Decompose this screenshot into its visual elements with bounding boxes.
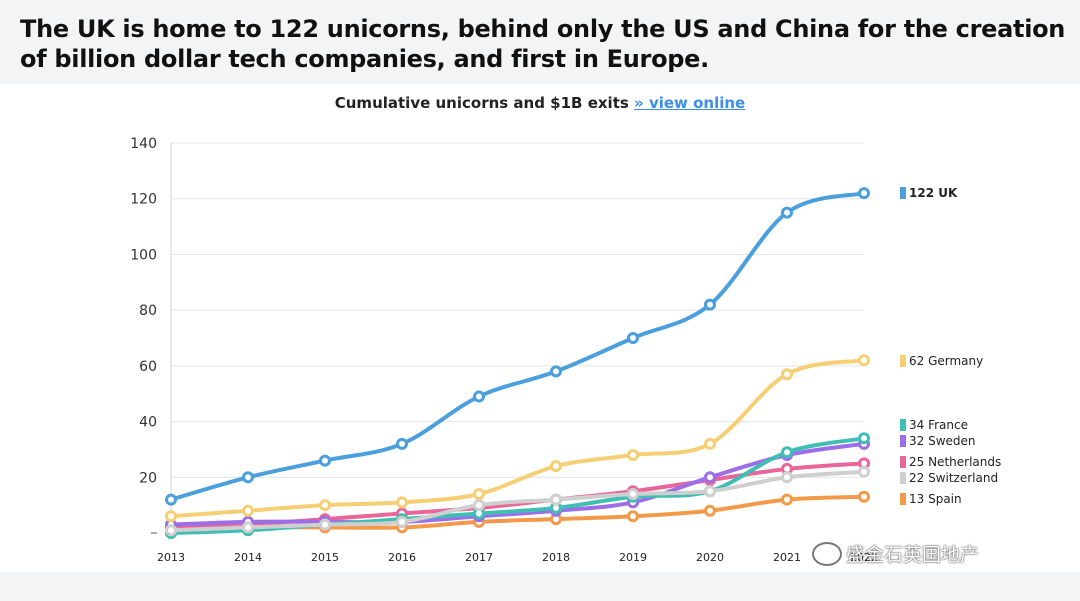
data-point-spain[interactable] xyxy=(704,504,716,517)
wechat-icon xyxy=(812,541,842,566)
data-point-germany[interactable] xyxy=(627,449,639,461)
x-tick-label: 2013 xyxy=(157,551,185,564)
data-point-spain[interactable] xyxy=(858,490,870,503)
chart-title: Cumulative unicorns and $1B exits » view… xyxy=(0,94,1080,112)
x-tick-label: 2020 xyxy=(696,551,724,564)
data-point-spain[interactable] xyxy=(627,510,639,523)
data-point-uk[interactable] xyxy=(704,298,716,311)
data-point-uk[interactable] xyxy=(319,454,331,467)
data-point-switzerland[interactable] xyxy=(627,488,639,500)
data-point-switzerland[interactable] xyxy=(550,493,562,506)
x-tick-label: 2022 xyxy=(850,551,878,564)
legend-swatch-uk xyxy=(900,187,906,199)
x-tick-label: 2016 xyxy=(388,551,416,564)
data-point-uk[interactable] xyxy=(165,493,177,506)
data-point-uk[interactable] xyxy=(627,332,639,344)
data-point-uk[interactable] xyxy=(242,471,254,484)
data-point-germany[interactable] xyxy=(165,510,177,523)
data-point-germany[interactable] xyxy=(242,504,254,517)
legend-swatch-netherlands xyxy=(900,456,906,468)
data-point-uk[interactable] xyxy=(396,437,408,450)
data-point-germany[interactable] xyxy=(319,499,331,512)
legend-label-france: 34 France xyxy=(909,418,968,432)
x-tick-label: 2017 xyxy=(465,551,493,564)
data-point-switzerland[interactable] xyxy=(858,465,870,478)
series-line-sweden xyxy=(169,441,866,527)
data-point-france[interactable] xyxy=(781,446,793,459)
legend-label-netherlands: 25 Netherlands xyxy=(909,455,1001,469)
x-tick-label: 2019 xyxy=(619,551,647,564)
legend-swatch-germany xyxy=(900,355,906,367)
legend-swatch-france xyxy=(900,419,906,431)
y-tick-label: 20 xyxy=(139,470,157,486)
series-line-uk xyxy=(169,191,866,502)
data-point-switzerland[interactable] xyxy=(704,485,716,498)
legend-label-switzerland: 22 Switzerland xyxy=(909,471,998,485)
legend-swatch-sweden xyxy=(900,435,906,447)
y-tick-label: 60 xyxy=(139,359,157,375)
data-point-switzerland[interactable] xyxy=(396,515,408,528)
data-point-switzerland[interactable] xyxy=(781,471,793,484)
data-point-france[interactable] xyxy=(858,432,870,445)
x-tick-label: 2018 xyxy=(542,551,570,564)
y-tick-label: 140 xyxy=(130,136,157,152)
data-point-switzerland[interactable] xyxy=(165,524,177,537)
data-point-uk[interactable] xyxy=(473,390,485,403)
data-point-uk[interactable] xyxy=(858,187,870,200)
data-point-switzerland[interactable] xyxy=(242,521,254,534)
legend-swatch-spain xyxy=(900,493,906,505)
headline: The UK is home to 122 unicorns, behind o… xyxy=(20,15,1066,73)
y-tick-label: 100 xyxy=(130,247,157,263)
view-online-link[interactable]: » view online xyxy=(634,94,746,112)
data-point-sweden[interactable] xyxy=(704,471,716,484)
data-point-germany[interactable] xyxy=(550,460,562,473)
data-point-germany[interactable] xyxy=(704,437,716,450)
y-tick-label: 40 xyxy=(139,415,157,431)
watermark-text: 盛金石英国地产 xyxy=(846,544,980,566)
legend-label-spain: 13 Spain xyxy=(909,492,962,506)
x-tick-label: 2014 xyxy=(234,551,262,564)
legend-label-germany: 62 Germany xyxy=(909,354,983,368)
series-line-germany xyxy=(169,358,866,519)
data-point-germany[interactable] xyxy=(473,488,485,500)
series-line-switzerland xyxy=(169,469,866,533)
chart-card xyxy=(0,84,1080,572)
data-point-germany[interactable] xyxy=(858,354,870,367)
data-point-switzerland[interactable] xyxy=(319,518,331,531)
data-point-uk[interactable] xyxy=(781,206,793,219)
x-tick-label: 2021 xyxy=(773,551,801,564)
data-point-uk[interactable] xyxy=(550,365,562,378)
x-tick-label: 2015 xyxy=(311,551,339,564)
y-tick-label: 80 xyxy=(139,303,157,319)
legend-swatch-switzerland xyxy=(900,472,906,484)
data-point-germany[interactable] xyxy=(396,496,408,509)
data-point-spain[interactable] xyxy=(781,493,793,506)
legend-label-uk: 122 UK xyxy=(909,186,958,200)
legend-label-sweden: 32 Sweden xyxy=(909,434,976,448)
y-tick-label: 120 xyxy=(130,192,157,208)
watermark: 盛金石英国地产 xyxy=(812,540,979,567)
data-point-germany[interactable] xyxy=(781,368,793,381)
data-point-switzerland[interactable] xyxy=(473,499,485,512)
chart-title-text: Cumulative unicorns and $1B exits xyxy=(334,94,629,112)
